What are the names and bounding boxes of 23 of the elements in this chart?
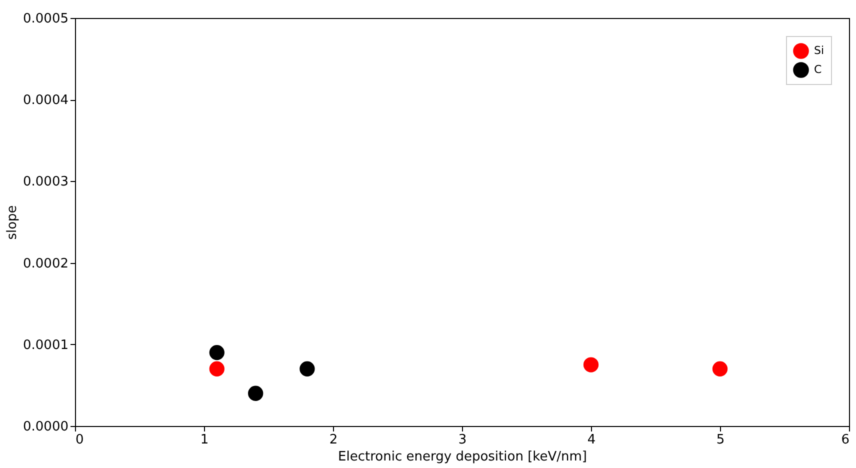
y-tick-label: 0.0000: [23, 420, 68, 434]
x-tick-label: 2: [329, 432, 338, 448]
y-tick-label: 0.0005: [23, 12, 68, 26]
legend-label: Si: [814, 44, 824, 57]
y-tick-label: 0.0002: [23, 256, 68, 272]
point: [248, 386, 264, 401]
point: [300, 361, 315, 376]
x-tick-label: 5: [716, 432, 725, 448]
y-axis-title: slope: [5, 205, 20, 240]
x-tick-label: 0: [76, 432, 84, 448]
x-axis-title: Electronic energy deposition [keV/nm]: [338, 450, 587, 464]
x-tick-label: 6: [841, 432, 850, 448]
x-tick-label: 4: [587, 432, 596, 448]
point: [209, 361, 224, 376]
x-tick-label: 1: [200, 432, 209, 448]
y-tick-label: 0.0001: [23, 338, 68, 353]
point: [209, 344, 224, 360]
legend-label: C: [814, 63, 822, 76]
y-tick-label: 0.0003: [23, 174, 68, 190]
x-tick-label: 3: [458, 432, 467, 448]
point: [712, 361, 728, 376]
point: [583, 357, 599, 372]
y-tick-label: 0.0004: [23, 93, 68, 108]
